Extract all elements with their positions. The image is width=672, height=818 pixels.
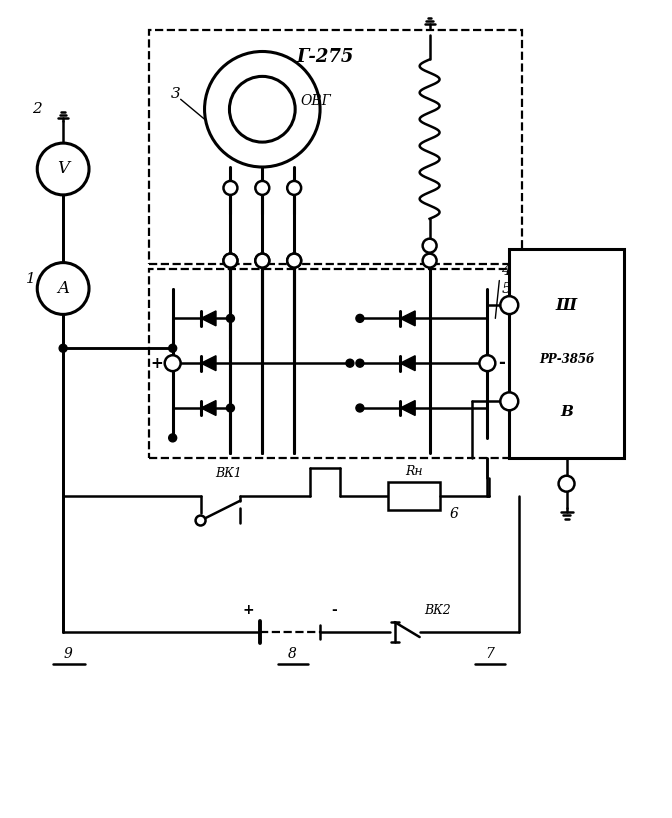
Circle shape — [501, 393, 518, 411]
Circle shape — [196, 515, 206, 525]
Circle shape — [501, 296, 518, 314]
Circle shape — [255, 254, 269, 267]
Text: 6: 6 — [450, 506, 458, 520]
Circle shape — [356, 314, 364, 322]
Text: ОВГ: ОВГ — [300, 94, 331, 108]
Circle shape — [423, 239, 437, 253]
Circle shape — [287, 254, 301, 267]
Text: 5: 5 — [501, 281, 511, 295]
Bar — [388, 482, 439, 510]
Text: 3: 3 — [171, 88, 181, 101]
Text: V: V — [57, 160, 69, 178]
Text: РР-385б: РР-385б — [539, 353, 594, 366]
Circle shape — [287, 254, 301, 267]
Circle shape — [169, 344, 177, 353]
Bar — [509, 249, 624, 458]
Polygon shape — [201, 401, 216, 416]
Text: 9: 9 — [64, 647, 73, 661]
Circle shape — [224, 254, 237, 267]
Circle shape — [165, 355, 181, 371]
Text: Ш: Ш — [556, 297, 577, 313]
Circle shape — [204, 52, 320, 167]
Polygon shape — [401, 311, 415, 326]
Circle shape — [287, 181, 301, 195]
Text: -: - — [498, 354, 505, 372]
Circle shape — [37, 263, 89, 314]
Polygon shape — [201, 311, 216, 326]
Circle shape — [255, 181, 269, 195]
Polygon shape — [201, 356, 216, 371]
Circle shape — [37, 143, 89, 195]
Text: Г-275: Г-275 — [297, 47, 354, 65]
Circle shape — [224, 181, 237, 195]
Circle shape — [479, 355, 495, 371]
Circle shape — [226, 404, 235, 412]
Circle shape — [169, 434, 177, 442]
Text: ВК2: ВК2 — [425, 604, 452, 617]
Text: A: A — [57, 280, 69, 297]
Text: -: - — [331, 603, 337, 617]
Circle shape — [356, 359, 364, 367]
Circle shape — [423, 254, 437, 267]
Text: +: + — [151, 356, 163, 371]
Polygon shape — [401, 401, 415, 416]
Circle shape — [558, 476, 575, 492]
Circle shape — [224, 254, 237, 267]
Text: 1: 1 — [26, 272, 35, 285]
Text: +: + — [243, 603, 254, 617]
Circle shape — [346, 359, 354, 367]
Text: 7: 7 — [485, 647, 494, 661]
Text: 4: 4 — [501, 263, 511, 277]
Polygon shape — [401, 356, 415, 371]
Text: В: В — [560, 405, 573, 419]
Bar — [149, 29, 522, 263]
Text: ВК1: ВК1 — [216, 467, 242, 480]
Bar — [149, 268, 522, 458]
Text: 8: 8 — [288, 647, 296, 661]
Circle shape — [226, 314, 235, 322]
Circle shape — [229, 76, 295, 142]
Circle shape — [59, 344, 67, 353]
Text: Rн: Rн — [405, 465, 423, 479]
Text: 2: 2 — [32, 102, 42, 116]
Circle shape — [255, 254, 269, 267]
Circle shape — [356, 404, 364, 412]
